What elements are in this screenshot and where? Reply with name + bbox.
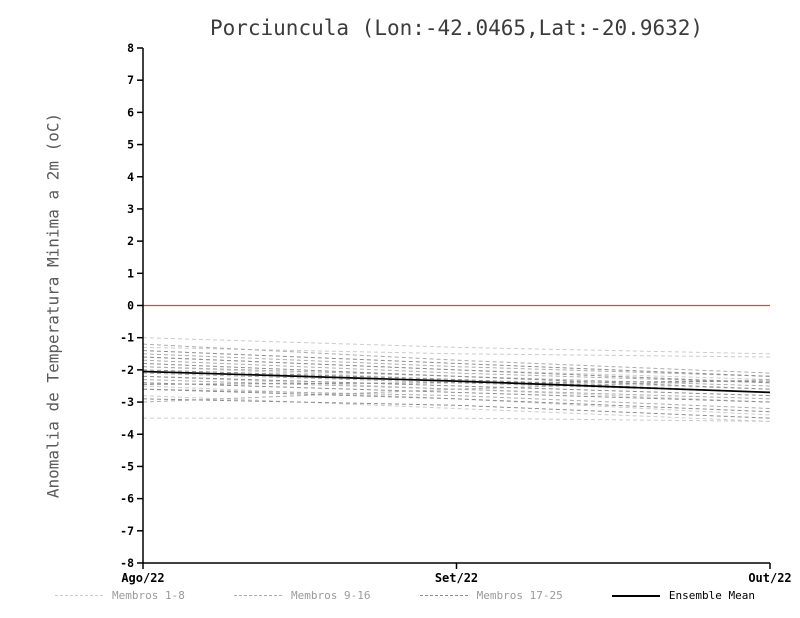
legend-label: Membros 9-16 [291, 589, 371, 602]
y-tick-label: 0 [127, 299, 134, 313]
legend-item-members-1-8: Membros 1-8 [55, 589, 185, 602]
y-tick-label: -3 [120, 395, 134, 409]
legend-label: Membros 1-8 [112, 589, 185, 602]
y-tick-label: 3 [127, 202, 134, 216]
y-tick-label: -8 [120, 556, 134, 570]
y-tick-label: 4 [127, 170, 134, 184]
dashed-line-swatch [419, 595, 468, 596]
member-line [142, 398, 771, 419]
legend-label: Ensemble Mean [668, 589, 755, 602]
x-tick-label: Out/22 [748, 571, 791, 585]
member-line [143, 417, 771, 422]
y-tick-label: 1 [127, 266, 134, 280]
y-tick-label: 6 [127, 105, 134, 119]
legend-item-members-9-16: Membros 9-16 [234, 589, 371, 602]
member-line [142, 343, 771, 374]
legend-item-ensemble-mean: Ensemble Mean [611, 589, 755, 602]
y-tick-label: -6 [120, 492, 134, 506]
legend-label: Membros 17-25 [476, 589, 563, 602]
member-line [142, 337, 771, 355]
y-tick-label: -4 [120, 427, 134, 441]
solid-line-swatch [611, 594, 660, 597]
y-tick-label: 2 [127, 234, 134, 248]
y-tick-label: -7 [120, 524, 134, 538]
y-tick-label: -5 [120, 459, 134, 473]
y-tick-label: 8 [127, 41, 134, 55]
dashed-line-swatch [55, 595, 103, 596]
legend-item-members-17-25: Membros 17-25 [419, 589, 563, 602]
legend: Membros 1-8 Membros 9-16 Membros 17-25 E… [55, 589, 755, 602]
chart-title: Porciuncula (Lon:-42.0465,Lat:-20.9632) [209, 16, 704, 40]
y-tick-label: -1 [120, 331, 134, 345]
ensemble-mean-line [142, 370, 771, 394]
y-tick-label: 5 [127, 138, 134, 152]
x-tick-label: Ago/22 [121, 571, 164, 585]
y-tick-label: 7 [127, 73, 134, 87]
dashed-line-swatch [234, 595, 283, 596]
x-tick-label: Set/22 [435, 571, 478, 585]
y-tick-label: -2 [120, 363, 134, 377]
